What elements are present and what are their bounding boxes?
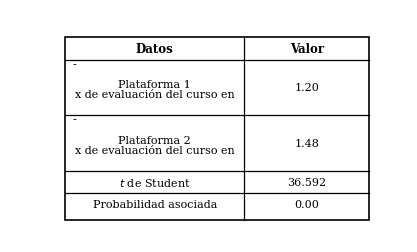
Text: $\mathit{t}$ de Student: $\mathit{t}$ de Student	[119, 176, 191, 188]
Text: 1.20: 1.20	[294, 83, 319, 93]
Text: 36.592: 36.592	[287, 177, 326, 187]
Text: 1.48: 1.48	[294, 138, 319, 148]
Text: x de evaluación del curso en: x de evaluación del curso en	[75, 90, 235, 100]
Text: Plataforma 1: Plataforma 1	[118, 80, 191, 90]
Text: -: -	[72, 60, 76, 70]
Text: Plataforma 2: Plataforma 2	[118, 135, 191, 145]
Text: x de evaluación del curso en: x de evaluación del curso en	[75, 145, 235, 155]
Text: Valor: Valor	[289, 43, 324, 56]
Text: Datos: Datos	[136, 43, 173, 56]
Text: Probabilidad asociada: Probabilidad asociada	[93, 199, 217, 209]
Text: -: -	[72, 115, 76, 125]
Text: 0.00: 0.00	[294, 199, 319, 209]
